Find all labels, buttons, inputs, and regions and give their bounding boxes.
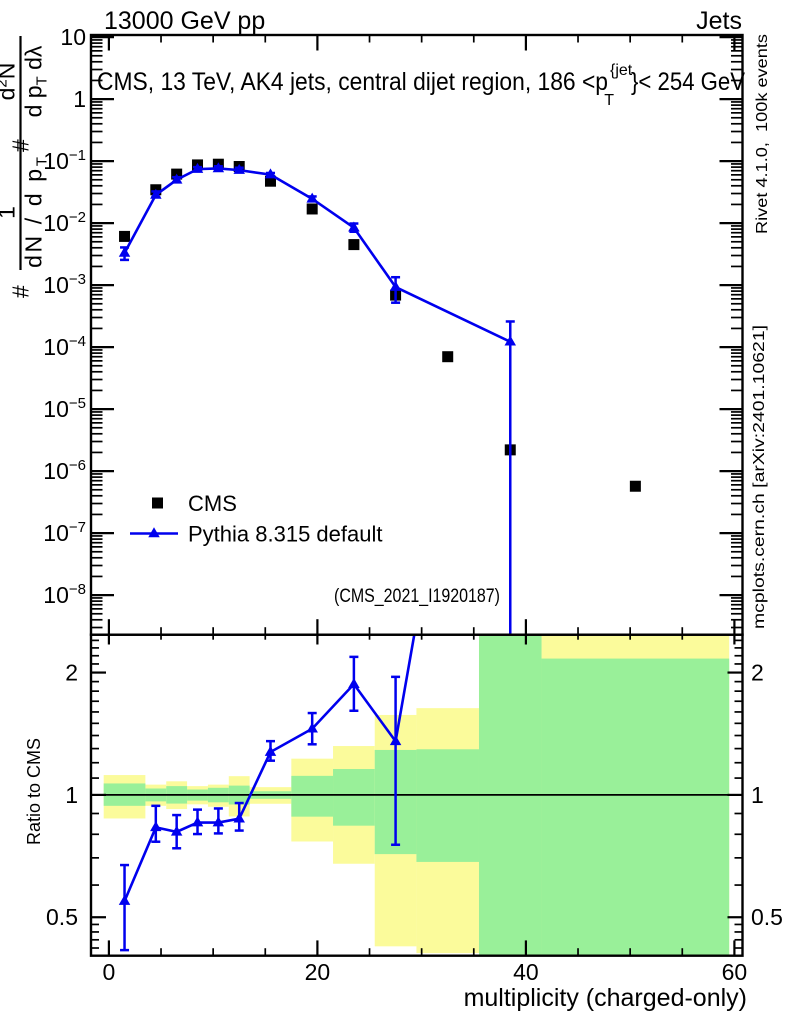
plot-annotation: CMS, 13 TeV, AK4 jets, central dijet reg… <box>97 62 745 109</box>
mc-marker-triangle <box>212 162 225 173</box>
mc-marker-triangle <box>233 812 245 823</box>
axis-tick-labels: 10 1 10−1 10−2 10−3 10−4 10−5 10−6 10−7 10−8 0 20 40… <box>43 24 783 985</box>
mc-marker-triangle <box>118 246 131 257</box>
legend-label-cms: CMS <box>188 491 237 516</box>
mc-marker-triangle <box>170 173 183 184</box>
x-tick-label: 40 <box>513 959 539 985</box>
watermark-analysis-id: (CMS_2021_I1920187) <box>334 586 500 607</box>
main-y-axis-title: #1dN / d pT # d2Nd pT dλ <box>0 36 51 298</box>
mc-marker-triangle <box>150 821 162 832</box>
title-analysis-group: Jets <box>696 7 742 35</box>
x-axis-title: multiplicity (charged-only) <box>464 984 747 1012</box>
data-marker-square <box>119 230 131 242</box>
mc-marker-triangle <box>348 677 360 688</box>
axis-ticks <box>91 35 743 956</box>
y-title-frac1-denominator: dN / d pT <box>21 157 51 268</box>
main-y-tick-label: 10−2 <box>43 209 86 236</box>
y-title-frac2-numerator: d2N <box>0 63 20 101</box>
ratio-y-tick-label-left: 2 <box>65 660 78 686</box>
ratio-y-tick-label-left: 0.5 <box>46 904 78 930</box>
ratio-y-tick-label-left: 1 <box>65 782 78 808</box>
mc-marker-triangle <box>504 335 517 346</box>
ratio-y-tick-label-right: 1 <box>751 782 764 808</box>
band-stat-uncertainty <box>333 769 375 826</box>
mc-marker-triangle <box>348 221 360 232</box>
band-stat-uncertainty <box>416 749 479 862</box>
mc-marker-triangle <box>264 745 277 756</box>
mc-marker-triangle <box>264 168 277 179</box>
mc-marker-triangle <box>233 163 245 174</box>
main-y-tick-label: 1 <box>73 86 86 112</box>
data-marker-square <box>306 203 318 215</box>
mc-marker-triangle <box>191 816 204 827</box>
data-marker-square <box>264 175 276 187</box>
mc-marker-triangle <box>389 735 402 746</box>
main-y-tick-label: 10−3 <box>43 271 86 298</box>
main-y-tick-label: 10−5 <box>43 395 86 422</box>
mc-marker-triangle <box>191 162 204 173</box>
main-y-tick-label: 10−6 <box>43 457 86 484</box>
data-marker-square <box>442 351 454 363</box>
title-beam-energy: 13000 GeV pp <box>104 7 265 35</box>
pythia-mc-series <box>118 162 517 635</box>
data-marker-square <box>629 480 641 492</box>
ratio-y-tick-label-right: 0.5 <box>751 904 783 930</box>
mc-marker-triangle <box>118 894 131 905</box>
ratio-mc-series <box>118 634 416 952</box>
main-y-tick-label: 10−4 <box>43 333 86 360</box>
mc-marker-triangle <box>306 722 318 733</box>
main-y-tick-label: 10−7 <box>43 519 86 546</box>
data-marker-square <box>152 497 163 509</box>
side-text-rivet-version: Rivet 4.1.0, 100k events <box>754 34 771 234</box>
mc-marker-triangle <box>212 816 225 827</box>
main-y-tick-label: 10 <box>60 24 86 50</box>
y-title-frac1-numerator: 1 <box>0 206 20 219</box>
legend: CMS Pythia 8.315 default <box>130 491 382 547</box>
side-text-mcplots-arxiv: mcplots.cern.ch [arXiv:2401.10621] <box>751 325 768 629</box>
mc-marker-triangle <box>148 527 160 538</box>
main-y-tick-label: 10−8 <box>43 581 86 608</box>
y-title-hash: # <box>8 285 34 298</box>
band-stat-uncertainty <box>291 775 334 817</box>
ratio-y-axis-title: Ratio to CMS <box>24 738 44 845</box>
x-tick-label: 20 <box>305 959 331 985</box>
mc-marker-triangle <box>170 825 183 836</box>
x-tick-label: 0 <box>103 959 116 985</box>
x-tick-label: 60 <box>722 959 748 985</box>
band-stat-uncertainty <box>541 658 730 956</box>
mc-marker-triangle <box>389 280 402 291</box>
main-y-tick-label: 10−1 <box>43 147 86 174</box>
data-marker-square <box>348 239 360 251</box>
mc-marker-triangle <box>150 188 162 199</box>
ratio-y-tick-label-right: 2 <box>751 660 764 686</box>
mc-marker-triangle <box>306 192 318 203</box>
legend-label-pythia: Pythia 8.315 default <box>188 522 382 547</box>
y-title-hash: # <box>8 139 34 152</box>
y-title-frac2-denominator: d pT dλ <box>21 45 51 117</box>
